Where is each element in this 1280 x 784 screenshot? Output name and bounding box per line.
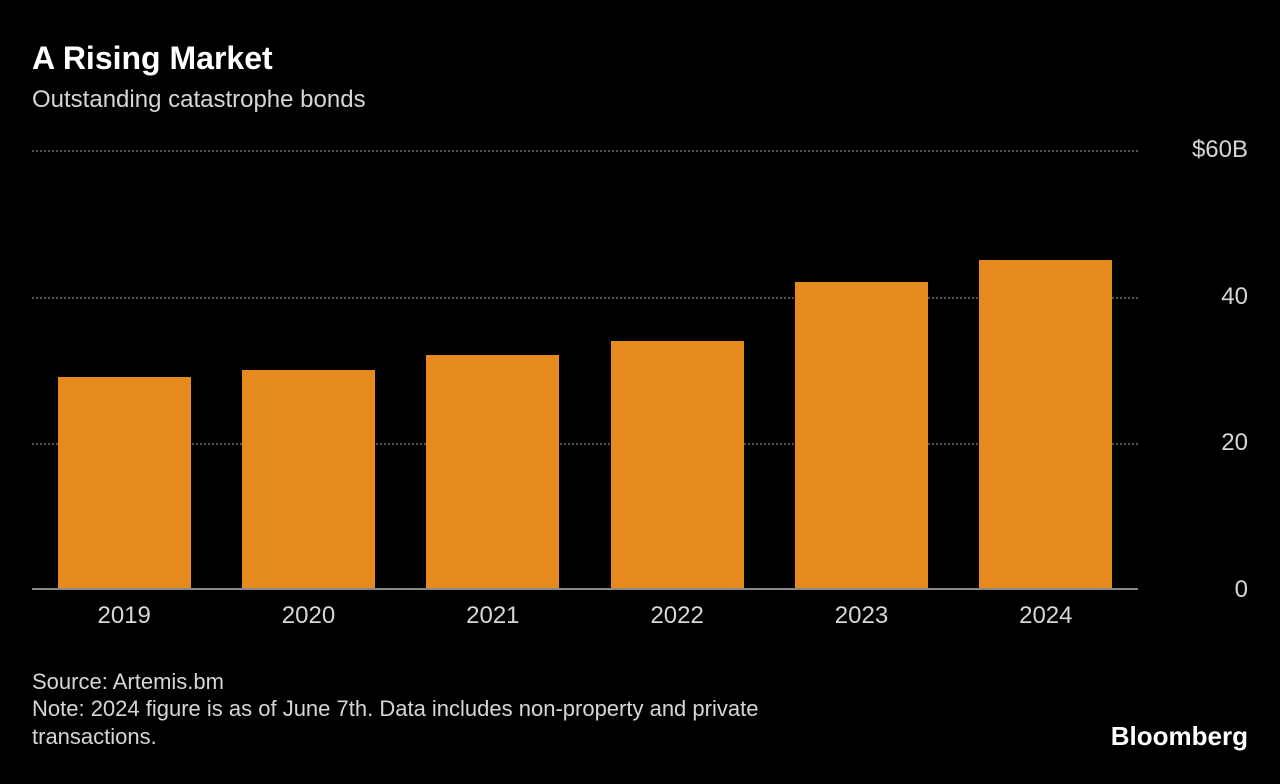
x-tick-label: 2024	[954, 602, 1138, 630]
y-tick-label: $60B	[1192, 136, 1248, 164]
source-line: Source: Artemis.bm	[32, 669, 1248, 695]
x-tick-label: 2023	[769, 602, 953, 630]
chart-subtitle: Outstanding catastrophe bonds	[32, 86, 366, 114]
bar-slot	[585, 150, 769, 590]
y-tick-label: 0	[1235, 576, 1248, 604]
brand-label: Bloomberg	[1111, 721, 1248, 752]
y-tick-label: 20	[1221, 429, 1248, 457]
y-axis-labels: 02040$60B	[1143, 150, 1248, 590]
x-tick-label: 2020	[216, 602, 400, 630]
bar	[426, 355, 559, 590]
bar-slot	[216, 150, 400, 590]
bar-slot	[954, 150, 1138, 590]
x-axis-baseline	[32, 588, 1138, 590]
bar-slot	[769, 150, 953, 590]
chart-area: 02040$60B	[32, 150, 1248, 590]
x-tick-label: 2022	[585, 602, 769, 630]
x-tick-label: 2021	[401, 602, 585, 630]
chart-footer: Source: Artemis.bm Note: 2024 figure is …	[32, 669, 1248, 752]
bar	[242, 370, 375, 590]
chart-title: A Rising Market	[32, 40, 273, 77]
note-line: Note: 2024 figure is as of June 7th. Dat…	[32, 695, 852, 752]
bar-slot	[32, 150, 216, 590]
bar	[795, 282, 928, 590]
bars-container	[32, 150, 1138, 590]
x-axis-labels: 201920202021202220232024	[32, 602, 1138, 630]
bar	[979, 260, 1112, 590]
x-tick-label: 2019	[32, 602, 216, 630]
bar	[611, 341, 744, 590]
plot-area	[32, 150, 1138, 590]
bar	[58, 377, 191, 590]
y-tick-label: 40	[1221, 283, 1248, 311]
bar-slot	[401, 150, 585, 590]
